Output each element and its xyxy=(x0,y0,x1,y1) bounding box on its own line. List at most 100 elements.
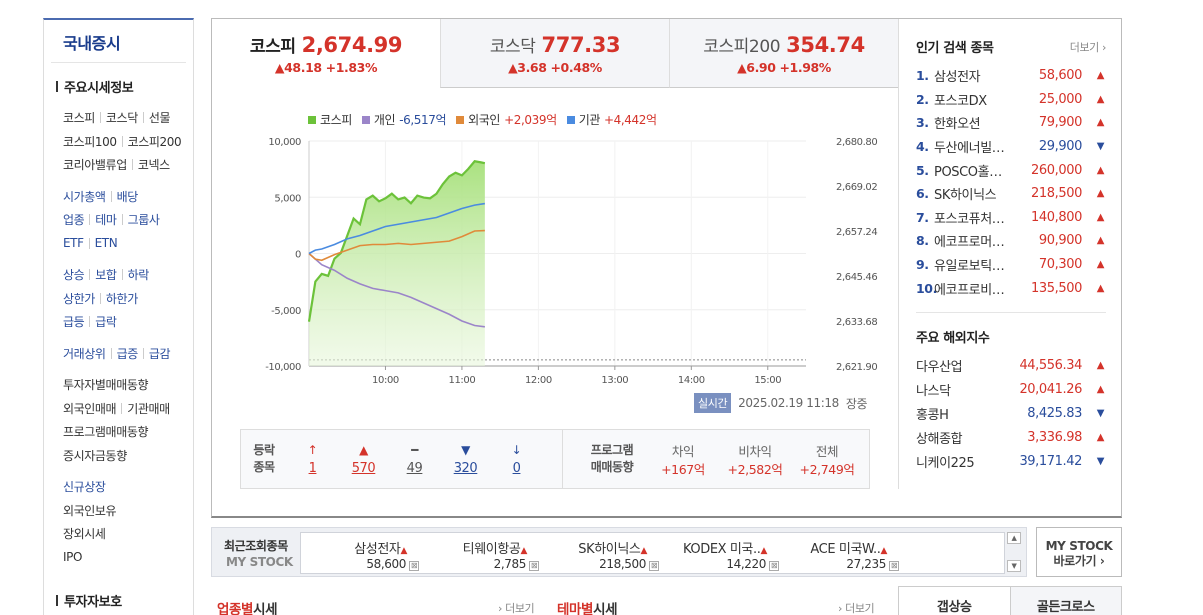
sidebar-item[interactable]: 선물 xyxy=(148,111,171,126)
updown-number[interactable]: 320 xyxy=(453,460,478,476)
sidebar-item[interactable]: 기관매매 xyxy=(127,401,170,416)
updown-count[interactable]: ↓ 0 xyxy=(491,443,542,476)
popular-item[interactable]: 10. 에코프로비… 135,500 ▲ xyxy=(916,276,1106,300)
sidebar-item[interactable]: ETF xyxy=(63,236,84,251)
popular-item[interactable]: 4. 두산에너빌… 29,900 ▼ xyxy=(916,135,1106,159)
sidebar-item[interactable]: 코스피 xyxy=(63,111,95,126)
recent-item[interactable]: 삼성전자▲ 58,600 ⊠ xyxy=(301,533,421,573)
sidebar-item[interactable]: 보합 xyxy=(95,268,117,283)
sidebar-item[interactable]: 하한가 xyxy=(105,291,138,306)
sidebar-item[interactable]: 급증 xyxy=(116,346,139,361)
sidebar-item[interactable]: 외국인보유 xyxy=(63,503,117,518)
recent-stock[interactable]: ACE 미국W..▲ xyxy=(781,538,901,557)
overseas-name[interactable]: 상해종합 xyxy=(916,432,963,448)
stock-name[interactable]: POSCO홀… xyxy=(934,164,1002,180)
recent-item[interactable]: ACE 미국W..▲ 27,235 ⊠ xyxy=(781,533,901,573)
sidebar-title[interactable]: 국내증시 xyxy=(51,20,186,63)
recent-stock[interactable]: SK하이닉스▲ xyxy=(541,538,661,557)
legend-item[interactable]: 외국인 +2,039억 xyxy=(456,111,557,128)
popular-item[interactable]: 1. 삼성전자 58,600 ▲ xyxy=(916,64,1106,88)
recent-label[interactable]: 최근조회종목 xyxy=(224,539,288,553)
sidebar-item[interactable]: 테마 xyxy=(95,213,117,228)
popular-item[interactable]: 8. 에코프로머… 90,900 ▲ xyxy=(916,229,1106,253)
overseas-item[interactable]: 홍콩H 8,425.83 ▼ xyxy=(916,402,1106,426)
sidebar-item[interactable]: 배당 xyxy=(116,189,139,204)
sidebar-item[interactable]: ETN xyxy=(94,236,118,251)
overseas-item[interactable]: 상해종합 3,336.98 ▲ xyxy=(916,426,1106,450)
sidebar-item[interactable]: 상승 xyxy=(63,268,85,283)
updown-count[interactable]: ▲ 570 xyxy=(338,443,389,476)
remove-icon[interactable]: ⊠ xyxy=(529,561,539,571)
tab-kospi200[interactable]: 코스피200 354.74 ▲6.90 +1.98% xyxy=(669,19,898,88)
updown-number[interactable]: 49 xyxy=(406,460,423,476)
mystock-button[interactable]: MY STOCK 바로가기 › xyxy=(1036,527,1122,577)
sidebar-item[interactable]: 급락 xyxy=(95,315,117,330)
tab-kosdaq[interactable]: 코스닥 777.33 ▲3.68 +0.48% xyxy=(440,19,669,88)
legend-item[interactable]: 개인 -6,517억 xyxy=(361,111,447,128)
stock-name[interactable]: 두산에너빌… xyxy=(934,141,1005,157)
popular-more-link[interactable]: 더보기 › xyxy=(1069,40,1107,54)
stock-name[interactable]: 에코프로머… xyxy=(934,235,1005,251)
recent-stock[interactable]: KODEX 미국..▲ xyxy=(661,538,781,557)
legend-item[interactable]: 코스피 xyxy=(308,111,352,128)
stock-name[interactable]: 유일로보틱… xyxy=(934,259,1005,275)
stock-name[interactable]: 포스코퓨처… xyxy=(934,211,1005,227)
sidebar-item[interactable]: 장외시세 xyxy=(63,527,106,542)
updown-number[interactable]: 0 xyxy=(512,460,521,476)
tab-kospi[interactable]: 코스피 2,674.99 ▲48.18 +1.83% xyxy=(212,19,440,88)
recent-item[interactable]: 티웨이항공▲ 2,785 ⊠ xyxy=(421,533,541,573)
sidebar-item[interactable]: 시가총액 xyxy=(63,189,106,204)
sidebar-item[interactable]: 급등 xyxy=(63,315,85,330)
overseas-name[interactable]: 니케이225 xyxy=(916,456,975,472)
sidebar-item[interactable]: 프로그램매매동향 xyxy=(63,425,149,440)
overseas-item[interactable]: 다우산업 44,556.34 ▲ xyxy=(916,354,1106,378)
stock-name[interactable]: 삼성전자 xyxy=(934,70,981,86)
theme-more-link[interactable]: › 더보기 xyxy=(838,602,875,615)
scroll-down-button[interactable]: ▼ xyxy=(1007,560,1021,572)
overseas-name[interactable]: 홍콩H xyxy=(916,408,949,424)
sidebar-item[interactable]: 거래상위 xyxy=(63,346,106,361)
updown-count[interactable]: ━ 49 xyxy=(389,443,440,476)
overseas-name[interactable]: 나스닥 xyxy=(916,384,951,400)
popular-item[interactable]: 6. SK하이닉스 218,500 ▲ xyxy=(916,182,1106,206)
legend-item[interactable]: 기관 +4,442억 xyxy=(566,111,657,128)
remove-icon[interactable]: ⊠ xyxy=(649,561,659,571)
recent-item[interactable]: KODEX 미국..▲ 14,220 ⊠ xyxy=(661,533,781,573)
scroll-up-button[interactable]: ▲ xyxy=(1007,532,1021,544)
recent-stock[interactable]: 티웨이항공▲ xyxy=(421,538,541,557)
popular-item[interactable]: 9. 유일로보틱… 70,300 ▲ xyxy=(916,253,1106,277)
overseas-item[interactable]: 나스닥 20,041.26 ▲ xyxy=(916,378,1106,402)
realtime-badge[interactable]: 실시간 xyxy=(694,393,732,413)
overseas-item[interactable]: 니케이225 39,171.42 ▼ xyxy=(916,450,1106,474)
sidebar-item[interactable]: 투자자별매매동향 xyxy=(63,378,149,393)
popular-item[interactable]: 2. 포스코DX 25,000 ▲ xyxy=(916,88,1106,112)
sidebar-item[interactable]: 상한가 xyxy=(63,291,95,306)
updown-count[interactable]: ▼ 320 xyxy=(440,443,491,476)
sidebar-item[interactable]: 증시자금동향 xyxy=(63,448,127,463)
tab-gap-up[interactable]: 갭상승 xyxy=(899,587,1010,615)
sidebar-item[interactable]: 코넥스 xyxy=(137,158,170,173)
updown-count[interactable]: ↑ 1 xyxy=(287,443,338,476)
updown-number[interactable]: 1 xyxy=(308,460,317,476)
sidebar-item[interactable]: 그룹사 xyxy=(127,213,160,228)
sidebar-item[interactable]: 외국인매매 xyxy=(63,401,117,416)
popular-item[interactable]: 5. POSCO홀… 260,000 ▲ xyxy=(916,158,1106,182)
remove-icon[interactable]: ⊠ xyxy=(409,561,419,571)
stock-name[interactable]: SK하이닉스 xyxy=(934,188,997,204)
sidebar-item[interactable]: 코리아밸류업 xyxy=(63,158,127,173)
stock-name[interactable]: 포스코DX xyxy=(934,93,987,109)
remove-icon[interactable]: ⊠ xyxy=(889,561,899,571)
updown-number[interactable]: 570 xyxy=(351,460,376,476)
popular-item[interactable]: 3. 한화오션 79,900 ▲ xyxy=(916,111,1106,135)
sidebar-section-bottom[interactable]: 투자자보호 xyxy=(44,577,193,615)
stock-name[interactable]: 한화오션 xyxy=(934,117,981,133)
sidebar-item[interactable]: 하락 xyxy=(127,268,150,283)
sector-more-link[interactable]: › 더보기 xyxy=(498,602,535,615)
sidebar-item[interactable]: 업종 xyxy=(63,213,85,228)
popular-item[interactable]: 7. 포스코퓨처… 140,800 ▲ xyxy=(916,206,1106,230)
stock-name[interactable]: 에코프로비… xyxy=(934,282,1005,298)
sidebar-item[interactable]: 코스피100 xyxy=(63,134,117,149)
sidebar-item[interactable]: 급감 xyxy=(148,346,171,361)
recent-item[interactable]: SK하이닉스▲ 218,500 ⊠ xyxy=(541,533,661,573)
mystock-label[interactable]: MY STOCK xyxy=(226,555,293,569)
